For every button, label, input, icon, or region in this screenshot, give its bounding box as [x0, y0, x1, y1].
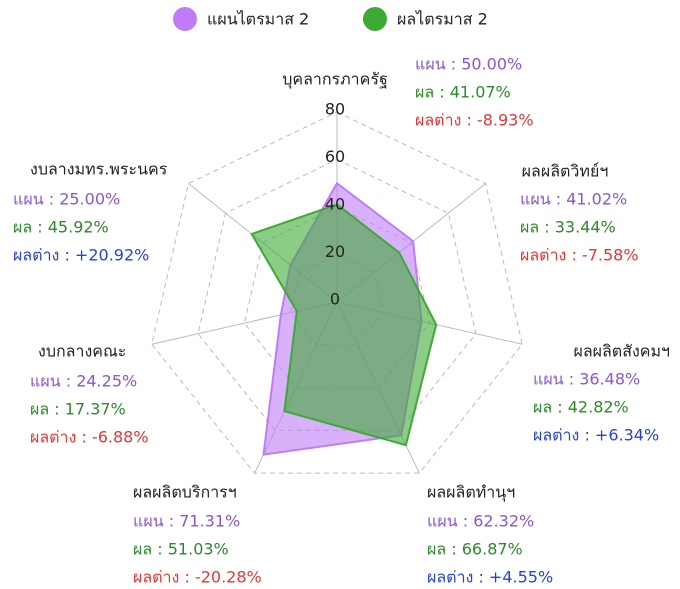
- value-label: ผล : 17.37%: [30, 400, 126, 419]
- value-label: แผน : 41.02%: [520, 190, 627, 209]
- r-tick-label: 60: [325, 147, 345, 166]
- difference-label: ผลต่าง : +4.55%: [427, 568, 553, 587]
- value-label: ผล : 51.03%: [133, 540, 229, 559]
- legend-swatch: [363, 7, 387, 31]
- value-label: แผน : 62.32%: [427, 512, 534, 531]
- r-tick-label: 0: [330, 290, 340, 309]
- category-label: งบกลางคณะ: [38, 342, 126, 361]
- grid-ring: [151, 111, 523, 474]
- difference-label: ผลต่าง : -7.58%: [520, 246, 639, 265]
- category-label: งบลางมทร.พระนคร: [30, 160, 168, 179]
- value-label: ผล : 41.07%: [415, 83, 511, 102]
- difference-label: ผลต่าง : -6.88%: [30, 428, 149, 447]
- r-tick-label: 20: [325, 242, 345, 261]
- value-label: ผล : 66.87%: [427, 540, 523, 559]
- difference-label: ผลต่าง : +6.34%: [533, 426, 659, 445]
- r-tick-label: 40: [325, 195, 345, 214]
- legend-swatch: [173, 7, 197, 31]
- difference-label: ผลต่าง : -8.93%: [415, 111, 534, 130]
- difference-label: ผลต่าง : -20.28%: [133, 568, 262, 587]
- category-label: ผลผลิตวิทย์ฯ: [522, 162, 609, 181]
- category-label: ผลผลิตสังคมฯ: [573, 342, 670, 361]
- category-label: บุคลากรภาครัฐ: [282, 70, 388, 90]
- r-tick-label: 80: [325, 100, 345, 119]
- value-label: แผน : 50.00%: [415, 55, 522, 74]
- value-label: ผล : 33.44%: [520, 218, 616, 237]
- category-label: ผลผลิตบริการฯ: [133, 483, 237, 502]
- value-label: แผน : 25.00%: [13, 190, 120, 209]
- value-label: แผน : 71.31%: [133, 512, 240, 531]
- radar-area: [250, 203, 438, 447]
- category-label: ผลผลิตทำนุฯ: [427, 483, 515, 503]
- difference-label: ผลต่าง : +20.92%: [13, 246, 149, 265]
- value-label: ผล : 45.92%: [13, 218, 109, 237]
- value-label: แผน : 36.48%: [533, 370, 640, 389]
- value-label: ผล : 42.82%: [533, 398, 629, 417]
- legend-label: แผนไตรมาส 2: [207, 10, 309, 29]
- legend-label: ผลไตรมาส 2: [397, 10, 488, 29]
- value-label: แผน : 24.25%: [30, 372, 137, 391]
